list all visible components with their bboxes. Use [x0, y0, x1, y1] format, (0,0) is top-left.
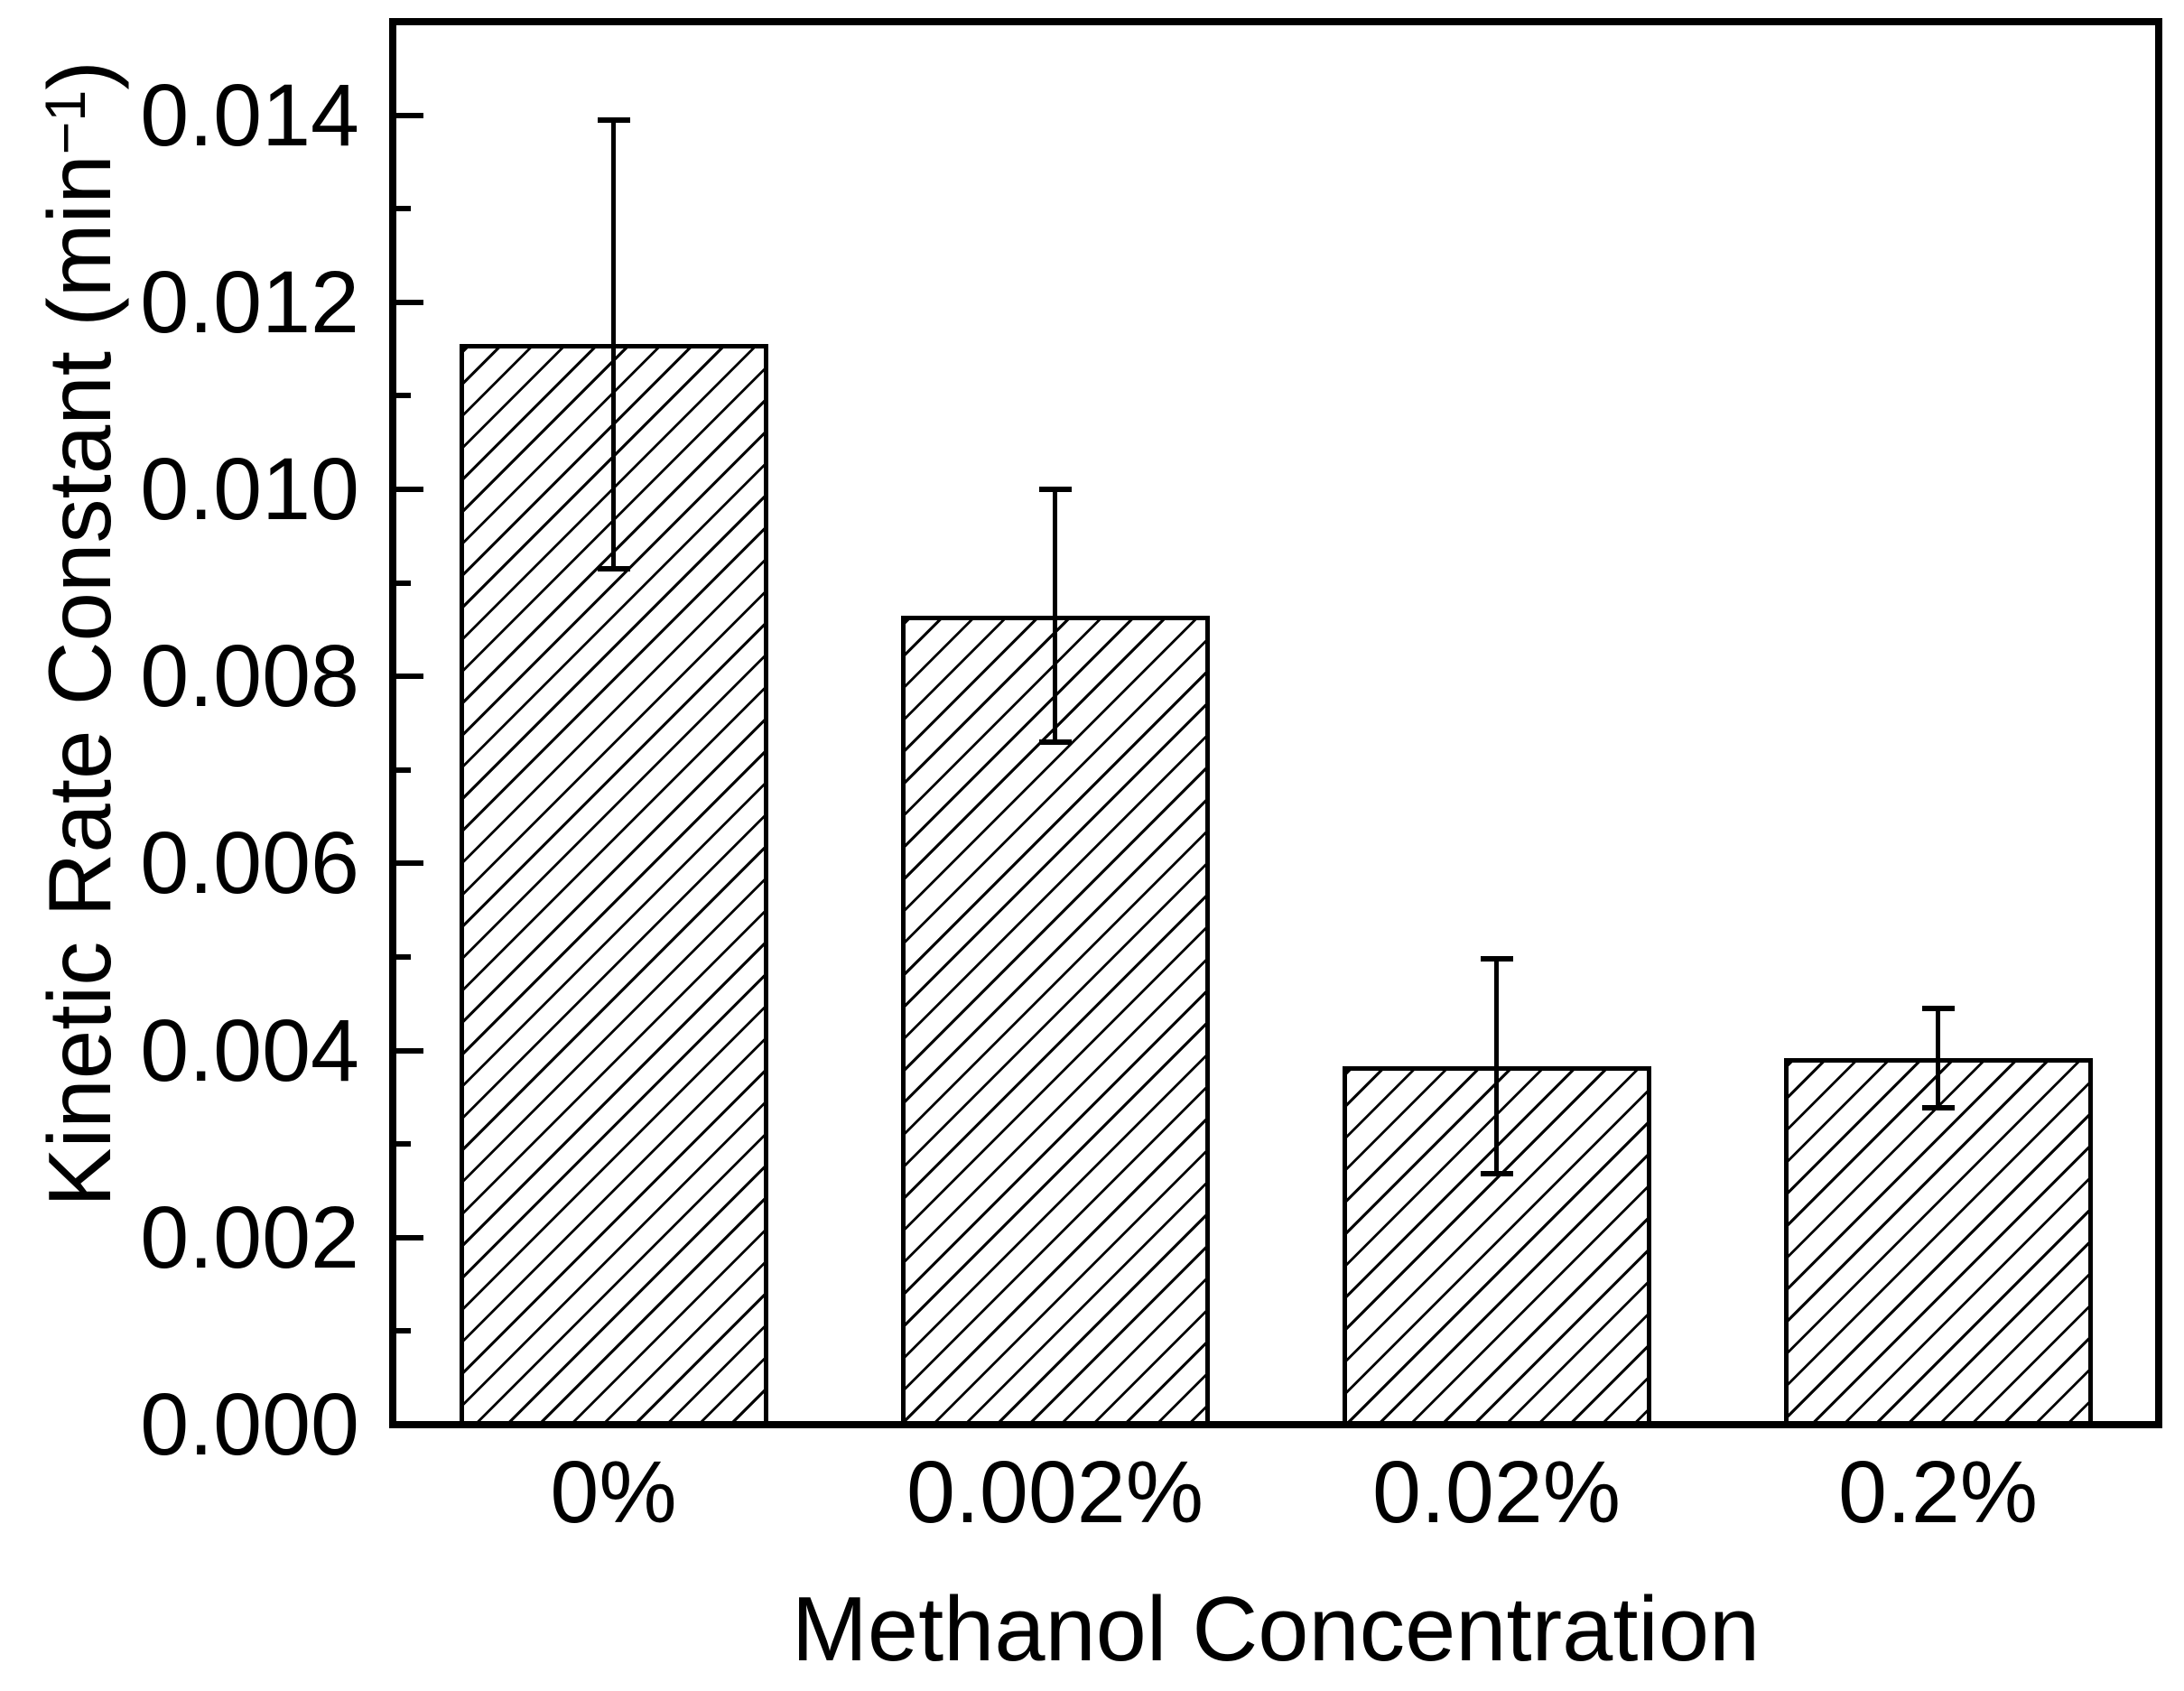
y-minor-tick: [396, 767, 411, 773]
y-major-tick: [396, 1234, 423, 1240]
error-bar-line: [1936, 1008, 1940, 1108]
bar: [900, 615, 1210, 1428]
y-tick-label: 0.010: [140, 440, 359, 538]
y-minor-tick: [396, 1141, 411, 1147]
y-tick-label: 0.006: [140, 813, 359, 913]
error-bar-cap-top: [1038, 487, 1072, 492]
x-axis-title: Methanol Concentration: [791, 1579, 1761, 1680]
y-major-tick: [396, 860, 423, 867]
error-bar-cap-top: [1921, 1005, 1955, 1011]
y-tick-label: 0.002: [140, 1187, 359, 1287]
y-major-tick: [396, 487, 423, 492]
y-major-tick: [396, 1047, 423, 1054]
y-major-tick: [396, 299, 423, 305]
x-tick-label: 0.02%: [1371, 1443, 1622, 1541]
error-bar-cap-top: [1480, 956, 1513, 962]
bar: [1783, 1057, 2093, 1428]
y-minor-tick: [396, 393, 411, 399]
y-major-tick: [396, 674, 423, 680]
error-bar-line: [1053, 489, 1057, 742]
y-tick-label: 0.000: [140, 1375, 359, 1473]
y-tick-label: 0.008: [140, 627, 359, 726]
error-bar-line: [611, 119, 616, 570]
y-minor-tick: [396, 1328, 411, 1334]
y-minor-tick: [396, 954, 411, 960]
y-major-tick: [396, 112, 423, 118]
y-tick-label: 0.014: [140, 65, 359, 164]
error-bar-cap-bottom: [1480, 1171, 1513, 1177]
y-minor-tick: [396, 580, 411, 586]
y-tick-label: 0.012: [140, 252, 359, 351]
y-minor-tick: [396, 206, 411, 212]
x-tick-label: 0.002%: [906, 1443, 1204, 1541]
x-tick-label: 0.2%: [1837, 1443, 2039, 1541]
error-bar-cap-top: [597, 116, 630, 123]
error-bar-cap-bottom: [597, 566, 630, 572]
error-bar-cap-bottom: [1921, 1104, 1955, 1110]
y-major-tick: [396, 1422, 423, 1427]
x-tick-label: 0%: [550, 1443, 677, 1541]
y-tick-label: 0.004: [140, 1000, 359, 1100]
error-bar-line: [1494, 959, 1499, 1175]
error-bar-cap-bottom: [1038, 739, 1072, 745]
